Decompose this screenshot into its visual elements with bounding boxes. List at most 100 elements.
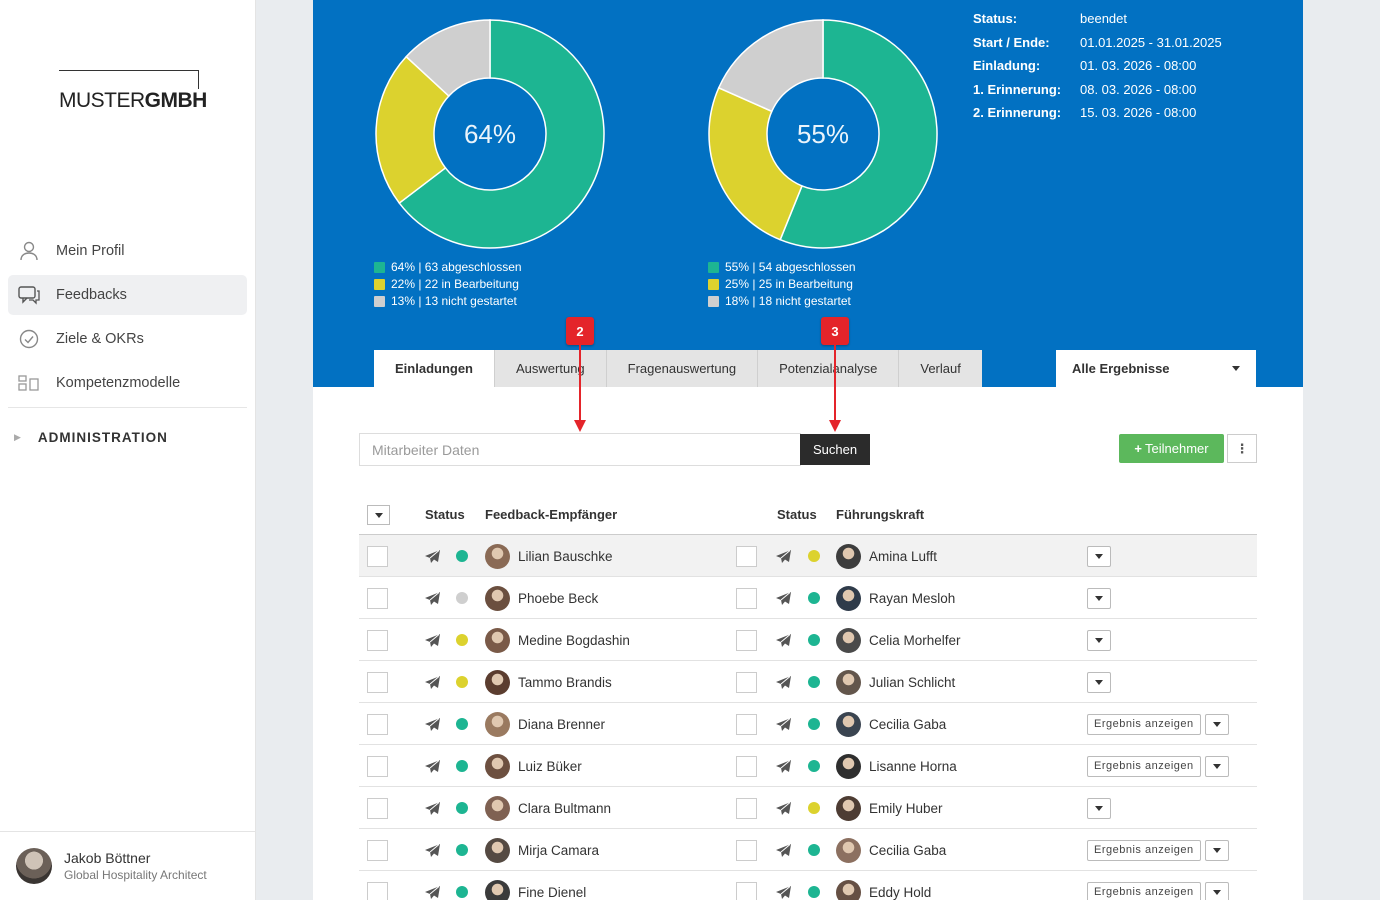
- row-checkbox-manager[interactable]: [736, 713, 757, 735]
- send-invite-icon[interactable]: [424, 619, 441, 661]
- row-checkbox[interactable]: [367, 839, 388, 861]
- col-recipient: Feedback-Empfänger: [485, 507, 618, 522]
- send-invite-icon[interactable]: [775, 871, 792, 900]
- sidebar-item-feedbacks[interactable]: Feedbacks: [8, 275, 247, 315]
- send-invite-icon[interactable]: [424, 871, 441, 900]
- show-result-button[interactable]: Ergebnis anzeigen: [1087, 713, 1201, 735]
- row-checkbox-manager[interactable]: [736, 545, 757, 567]
- row-actions-dropdown[interactable]: [1087, 545, 1111, 567]
- sidebar-item-kompetenzmodelle[interactable]: Kompetenzmodelle: [8, 363, 247, 403]
- tab-einladungen[interactable]: Einladungen: [374, 350, 494, 387]
- row-actions-dropdown[interactable]: [1204, 713, 1229, 735]
- send-invite-icon[interactable]: [775, 661, 792, 703]
- manager-name[interactable]: Rayan Mesloh: [869, 590, 956, 606]
- row-checkbox[interactable]: [367, 671, 388, 693]
- send-invite-icon[interactable]: [424, 577, 441, 619]
- recipient-name[interactable]: Luiz Büker: [518, 758, 582, 774]
- recipient-name[interactable]: Tammo Brandis: [518, 674, 612, 690]
- row-checkbox[interactable]: [367, 629, 388, 651]
- send-invite-icon[interactable]: [424, 829, 441, 871]
- row-actions-dropdown[interactable]: [1087, 587, 1111, 609]
- info-key: Einladung:: [973, 58, 1041, 74]
- manager-name[interactable]: Amina Lufft: [869, 548, 938, 564]
- sidebar-item-administration[interactable]: ▶ ADMINISTRATION: [8, 408, 247, 466]
- send-invite-icon[interactable]: [424, 661, 441, 703]
- row-checkbox[interactable]: [367, 713, 388, 735]
- manager-name[interactable]: Celia Morhelfer: [869, 632, 961, 648]
- send-invite-icon[interactable]: [424, 745, 441, 787]
- add-participant-button[interactable]: + Teilnehmer: [1119, 434, 1224, 463]
- caret-down-icon: [1212, 721, 1221, 727]
- row-checkbox[interactable]: [367, 587, 388, 609]
- manager-name[interactable]: Julian Schlicht: [869, 674, 956, 690]
- row-checkbox-manager[interactable]: [736, 755, 757, 777]
- sidebar: MUSTERGMBH Mein Profil Feedbacks Ziele & O…: [0, 0, 256, 900]
- send-invite-icon[interactable]: [424, 703, 441, 745]
- send-invite-icon[interactable]: [424, 787, 441, 829]
- row-actions-dropdown[interactable]: [1087, 629, 1111, 651]
- manager-name[interactable]: Lisanne Horna: [869, 758, 957, 774]
- legend-swatch: [374, 296, 385, 307]
- row-checkbox-manager[interactable]: [736, 797, 757, 819]
- search-button[interactable]: Suchen: [800, 434, 870, 465]
- tab-fragenauswertung[interactable]: Fragenauswertung: [605, 350, 758, 387]
- send-invite-icon[interactable]: [775, 619, 792, 661]
- bulk-select-dropdown[interactable]: [367, 505, 390, 525]
- row-checkbox-manager[interactable]: [736, 881, 757, 900]
- tab-potenzialanalyse[interactable]: Potenzialanalyse: [757, 350, 899, 387]
- info-value: 01.01.2025 - 31.01.2025: [1080, 34, 1222, 50]
- send-invite-icon[interactable]: [775, 787, 792, 829]
- row-checkbox-manager[interactable]: [736, 587, 757, 609]
- send-invite-icon[interactable]: [775, 829, 792, 871]
- avatar: [485, 879, 510, 900]
- recipient-name[interactable]: Diana Brenner: [518, 716, 606, 732]
- user-profile[interactable]: Jakob Böttner Global Hospitality Archite…: [0, 831, 255, 900]
- table-row: Medine Bogdashin Celia Morhelfer: [359, 619, 1257, 661]
- search-input[interactable]: [359, 433, 801, 466]
- row-checkbox[interactable]: [367, 545, 388, 567]
- tab-auswertung[interactable]: Auswertung: [494, 350, 606, 387]
- row-actions-dropdown[interactable]: [1087, 671, 1111, 693]
- show-result-button[interactable]: Ergebnis anzeigen: [1087, 881, 1201, 900]
- col-status-manager: Status: [777, 507, 817, 522]
- row-actions-dropdown[interactable]: [1204, 881, 1229, 900]
- avatar: [836, 879, 861, 900]
- manager-name[interactable]: Emily Huber: [869, 800, 943, 816]
- row-checkbox[interactable]: [367, 797, 388, 819]
- row-actions-dropdown[interactable]: [1087, 797, 1111, 819]
- recipient-name[interactable]: Fine Dienel: [518, 884, 587, 900]
- row-checkbox-manager[interactable]: [736, 629, 757, 651]
- send-invite-icon[interactable]: [424, 535, 441, 577]
- recipient-name[interactable]: Lilian Bauschke: [518, 548, 613, 564]
- sidebar-item-ziele-okrs[interactable]: Ziele & OKRs: [8, 319, 247, 359]
- row-checkbox[interactable]: [367, 755, 388, 777]
- show-result-button[interactable]: Ergebnis anzeigen: [1087, 839, 1201, 861]
- donut-chart-recipients: [375, 19, 605, 249]
- show-result-button[interactable]: Ergebnis anzeigen: [1087, 755, 1201, 777]
- send-invite-icon[interactable]: [775, 535, 792, 577]
- recipient-name[interactable]: Mirja Camara: [518, 842, 600, 858]
- send-invite-icon[interactable]: [775, 577, 792, 619]
- tab-verlauf[interactable]: Verlauf: [898, 350, 982, 387]
- manager-name[interactable]: Cecilia Gaba: [869, 716, 947, 732]
- row-actions-dropdown[interactable]: [1204, 839, 1229, 861]
- company-logo[interactable]: MUSTERGMBH: [59, 70, 209, 113]
- results-filter-select[interactable]: Alle Ergebnisse: [1056, 350, 1256, 387]
- recipient-name[interactable]: Medine Bogdashin: [518, 632, 630, 648]
- row-checkbox-manager[interactable]: [736, 839, 757, 861]
- send-invite-icon[interactable]: [775, 745, 792, 787]
- avatar: [485, 753, 510, 779]
- status-dot: [808, 760, 820, 772]
- row-checkbox-manager[interactable]: [736, 671, 757, 693]
- row-checkbox[interactable]: [367, 881, 388, 900]
- table-row: Fine Dienel Eddy Hold Ergebnis anzeigen: [359, 871, 1257, 900]
- manager-name[interactable]: Cecilia Gaba: [869, 842, 947, 858]
- row-actions-dropdown[interactable]: [1204, 755, 1229, 777]
- recipient-name[interactable]: Phoebe Beck: [518, 590, 599, 606]
- more-options-button[interactable]: ⋮: [1227, 434, 1257, 463]
- sidebar-item-label: Ziele & OKRs: [56, 331, 144, 347]
- send-invite-icon[interactable]: [775, 703, 792, 745]
- sidebar-item-mein-profil[interactable]: Mein Profil: [8, 231, 247, 271]
- manager-name[interactable]: Eddy Hold: [869, 884, 932, 900]
- recipient-name[interactable]: Clara Bultmann: [518, 800, 612, 816]
